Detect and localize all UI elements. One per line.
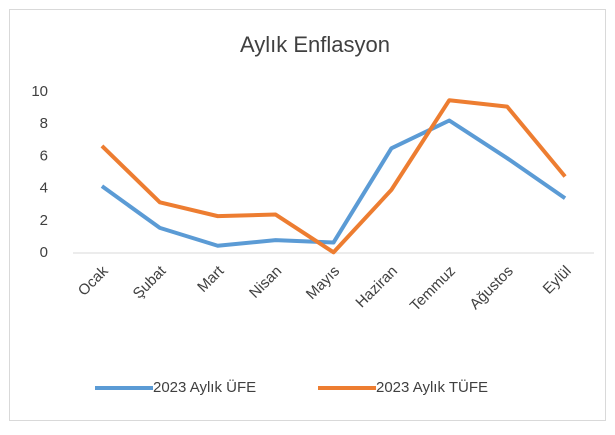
y-tick-label: 6 (40, 147, 48, 164)
legend-label: 2023 Aylık ÜFE (153, 378, 256, 396)
series-line (100, 118, 567, 248)
y-tick-label: 10 (31, 83, 48, 100)
chart-border (9, 9, 606, 421)
legend-label: 2023 Aylık TÜFE (376, 378, 488, 396)
series-line (100, 98, 567, 255)
y-tick-label: 8 (40, 115, 48, 132)
y-tick-label: 0 (40, 244, 48, 261)
y-tick-label: 2 (40, 212, 48, 229)
y-tick-label: 4 (40, 180, 48, 197)
chart-title: Aylık Enflasyon (240, 32, 390, 57)
